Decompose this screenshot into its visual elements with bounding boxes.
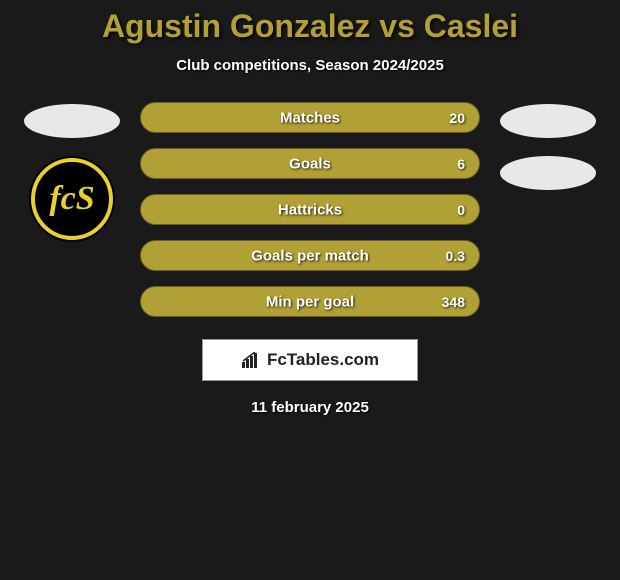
comparison-row: fcS Matches 20 Goals 6 Hattricks 0 Goals per m… (0, 102, 620, 317)
stat-bar: Goals per match 0.3 (140, 240, 480, 271)
brand-text: FcTables.com (267, 350, 379, 370)
stat-value: 348 (442, 294, 465, 310)
brand-watermark: FcTables.com (202, 339, 418, 381)
club-badge-left: fcS (29, 156, 115, 242)
stat-label: Hattricks (278, 201, 342, 218)
stats-bars: Matches 20 Goals 6 Hattricks 0 Goals per match… (140, 102, 480, 317)
player-avatar-left (24, 104, 120, 138)
player-avatar-right (500, 104, 596, 138)
stat-bar: Matches 20 (140, 102, 480, 133)
stat-value: 0.3 (446, 248, 465, 264)
stat-value: 0 (457, 202, 465, 218)
stat-value: 6 (457, 156, 465, 172)
stat-bar: Hattricks 0 (140, 194, 480, 225)
club-badge-right-placeholder (500, 156, 596, 190)
stat-bar: Min per goal 348 (140, 286, 480, 317)
date-text: 11 february 2025 (0, 399, 620, 416)
stat-label: Matches (280, 109, 340, 126)
stat-bar: Goals 6 (140, 148, 480, 179)
left-column: fcS (22, 102, 122, 242)
subtitle: Club competitions, Season 2024/2025 (0, 57, 620, 74)
stat-label: Min per goal (266, 293, 354, 310)
stat-value: 20 (449, 110, 465, 126)
right-column (498, 102, 598, 190)
stat-label: Goals (289, 155, 331, 172)
page-title: Agustin Gonzalez vs Caslei (0, 8, 620, 45)
stat-label: Goals per match (251, 247, 369, 264)
club-badge-text: fcS (49, 180, 94, 218)
chart-icon (241, 352, 261, 368)
